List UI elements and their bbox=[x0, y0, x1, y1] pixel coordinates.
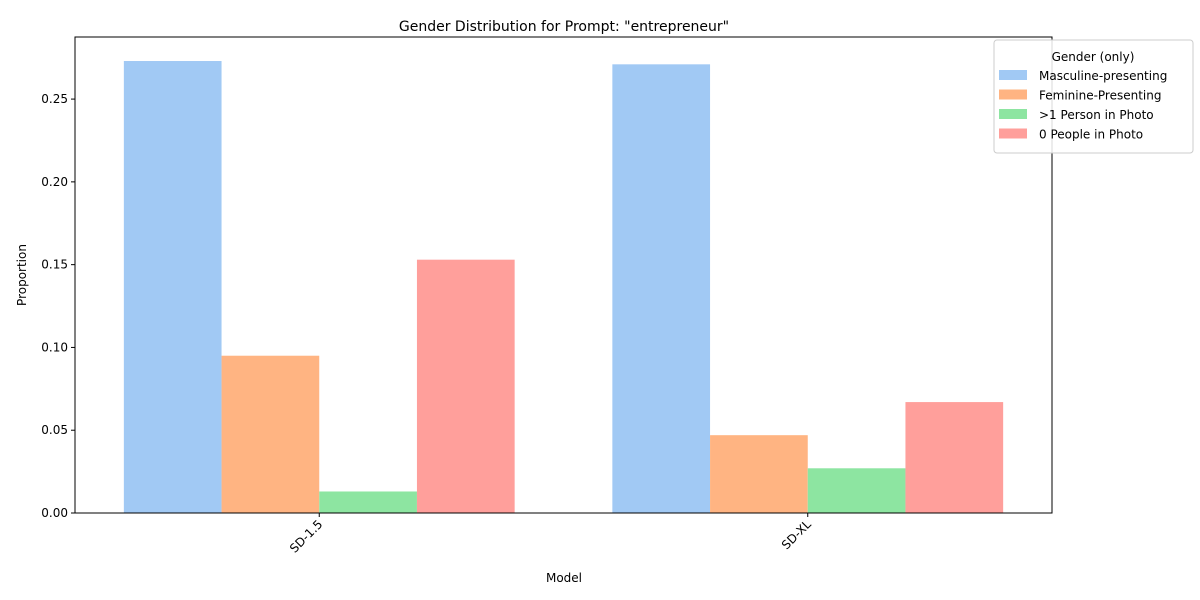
x-tick-label: SD-1.5 bbox=[287, 517, 325, 555]
bar-SD-1.5-0 People in Photo bbox=[416, 259, 515, 513]
plot-frame bbox=[74, 36, 1053, 514]
legend-frame bbox=[993, 39, 1194, 154]
y-tick-label: 0.20 bbox=[41, 175, 68, 189]
x-axis: SD-1.5 SD-XL bbox=[287, 513, 814, 556]
bar-SD-XL-Masculine-presenting bbox=[612, 64, 711, 513]
legend-swatch bbox=[999, 89, 1027, 100]
y-tick-label: 0.00 bbox=[41, 506, 68, 520]
y-tick-label: 0.05 bbox=[41, 423, 68, 437]
legend-title: Gender (only) bbox=[1052, 50, 1135, 64]
legend-swatch bbox=[999, 70, 1027, 80]
chart-title: Gender Distribution for Prompt: "entrepr… bbox=[399, 19, 729, 35]
legend-swatch bbox=[999, 109, 1027, 119]
y-tick-label: 0.25 bbox=[41, 92, 68, 106]
legend-label: Masculine-presenting bbox=[1039, 69, 1167, 83]
y-axis-label: Proportion bbox=[15, 244, 29, 306]
bars-group bbox=[123, 61, 1004, 513]
bar-SD-XL-0 People in Photo bbox=[905, 402, 1004, 513]
legend-label: 0 People in Photo bbox=[1039, 128, 1143, 142]
bar-SD-XL->1 Person in Photo bbox=[807, 468, 906, 513]
x-tick-label: SD-XL bbox=[779, 517, 814, 552]
legend-label: Feminine-Presenting bbox=[1039, 89, 1162, 103]
y-tick-label: 0.10 bbox=[41, 340, 68, 354]
bar-SD-1.5->1 Person in Photo bbox=[319, 491, 417, 513]
bar-SD-XL-Feminine-Presenting bbox=[710, 435, 808, 513]
legend-swatch bbox=[999, 128, 1027, 139]
y-tick-label: 0.15 bbox=[41, 258, 68, 272]
legend-label: >1 Person in Photo bbox=[1039, 108, 1154, 122]
bar-SD-1.5-Feminine-Presenting bbox=[221, 355, 320, 513]
x-axis-label: Model bbox=[546, 571, 582, 585]
legend: Gender (only) Masculine-presenting Femini… bbox=[993, 39, 1194, 154]
bar-SD-1.5-Masculine-presenting bbox=[123, 61, 222, 513]
y-axis: 0.00 0.05 0.10 0.15 0.20 0.25 bbox=[41, 92, 75, 520]
legend-items: Masculine-presenting Feminine-Presenting >… bbox=[999, 69, 1167, 142]
